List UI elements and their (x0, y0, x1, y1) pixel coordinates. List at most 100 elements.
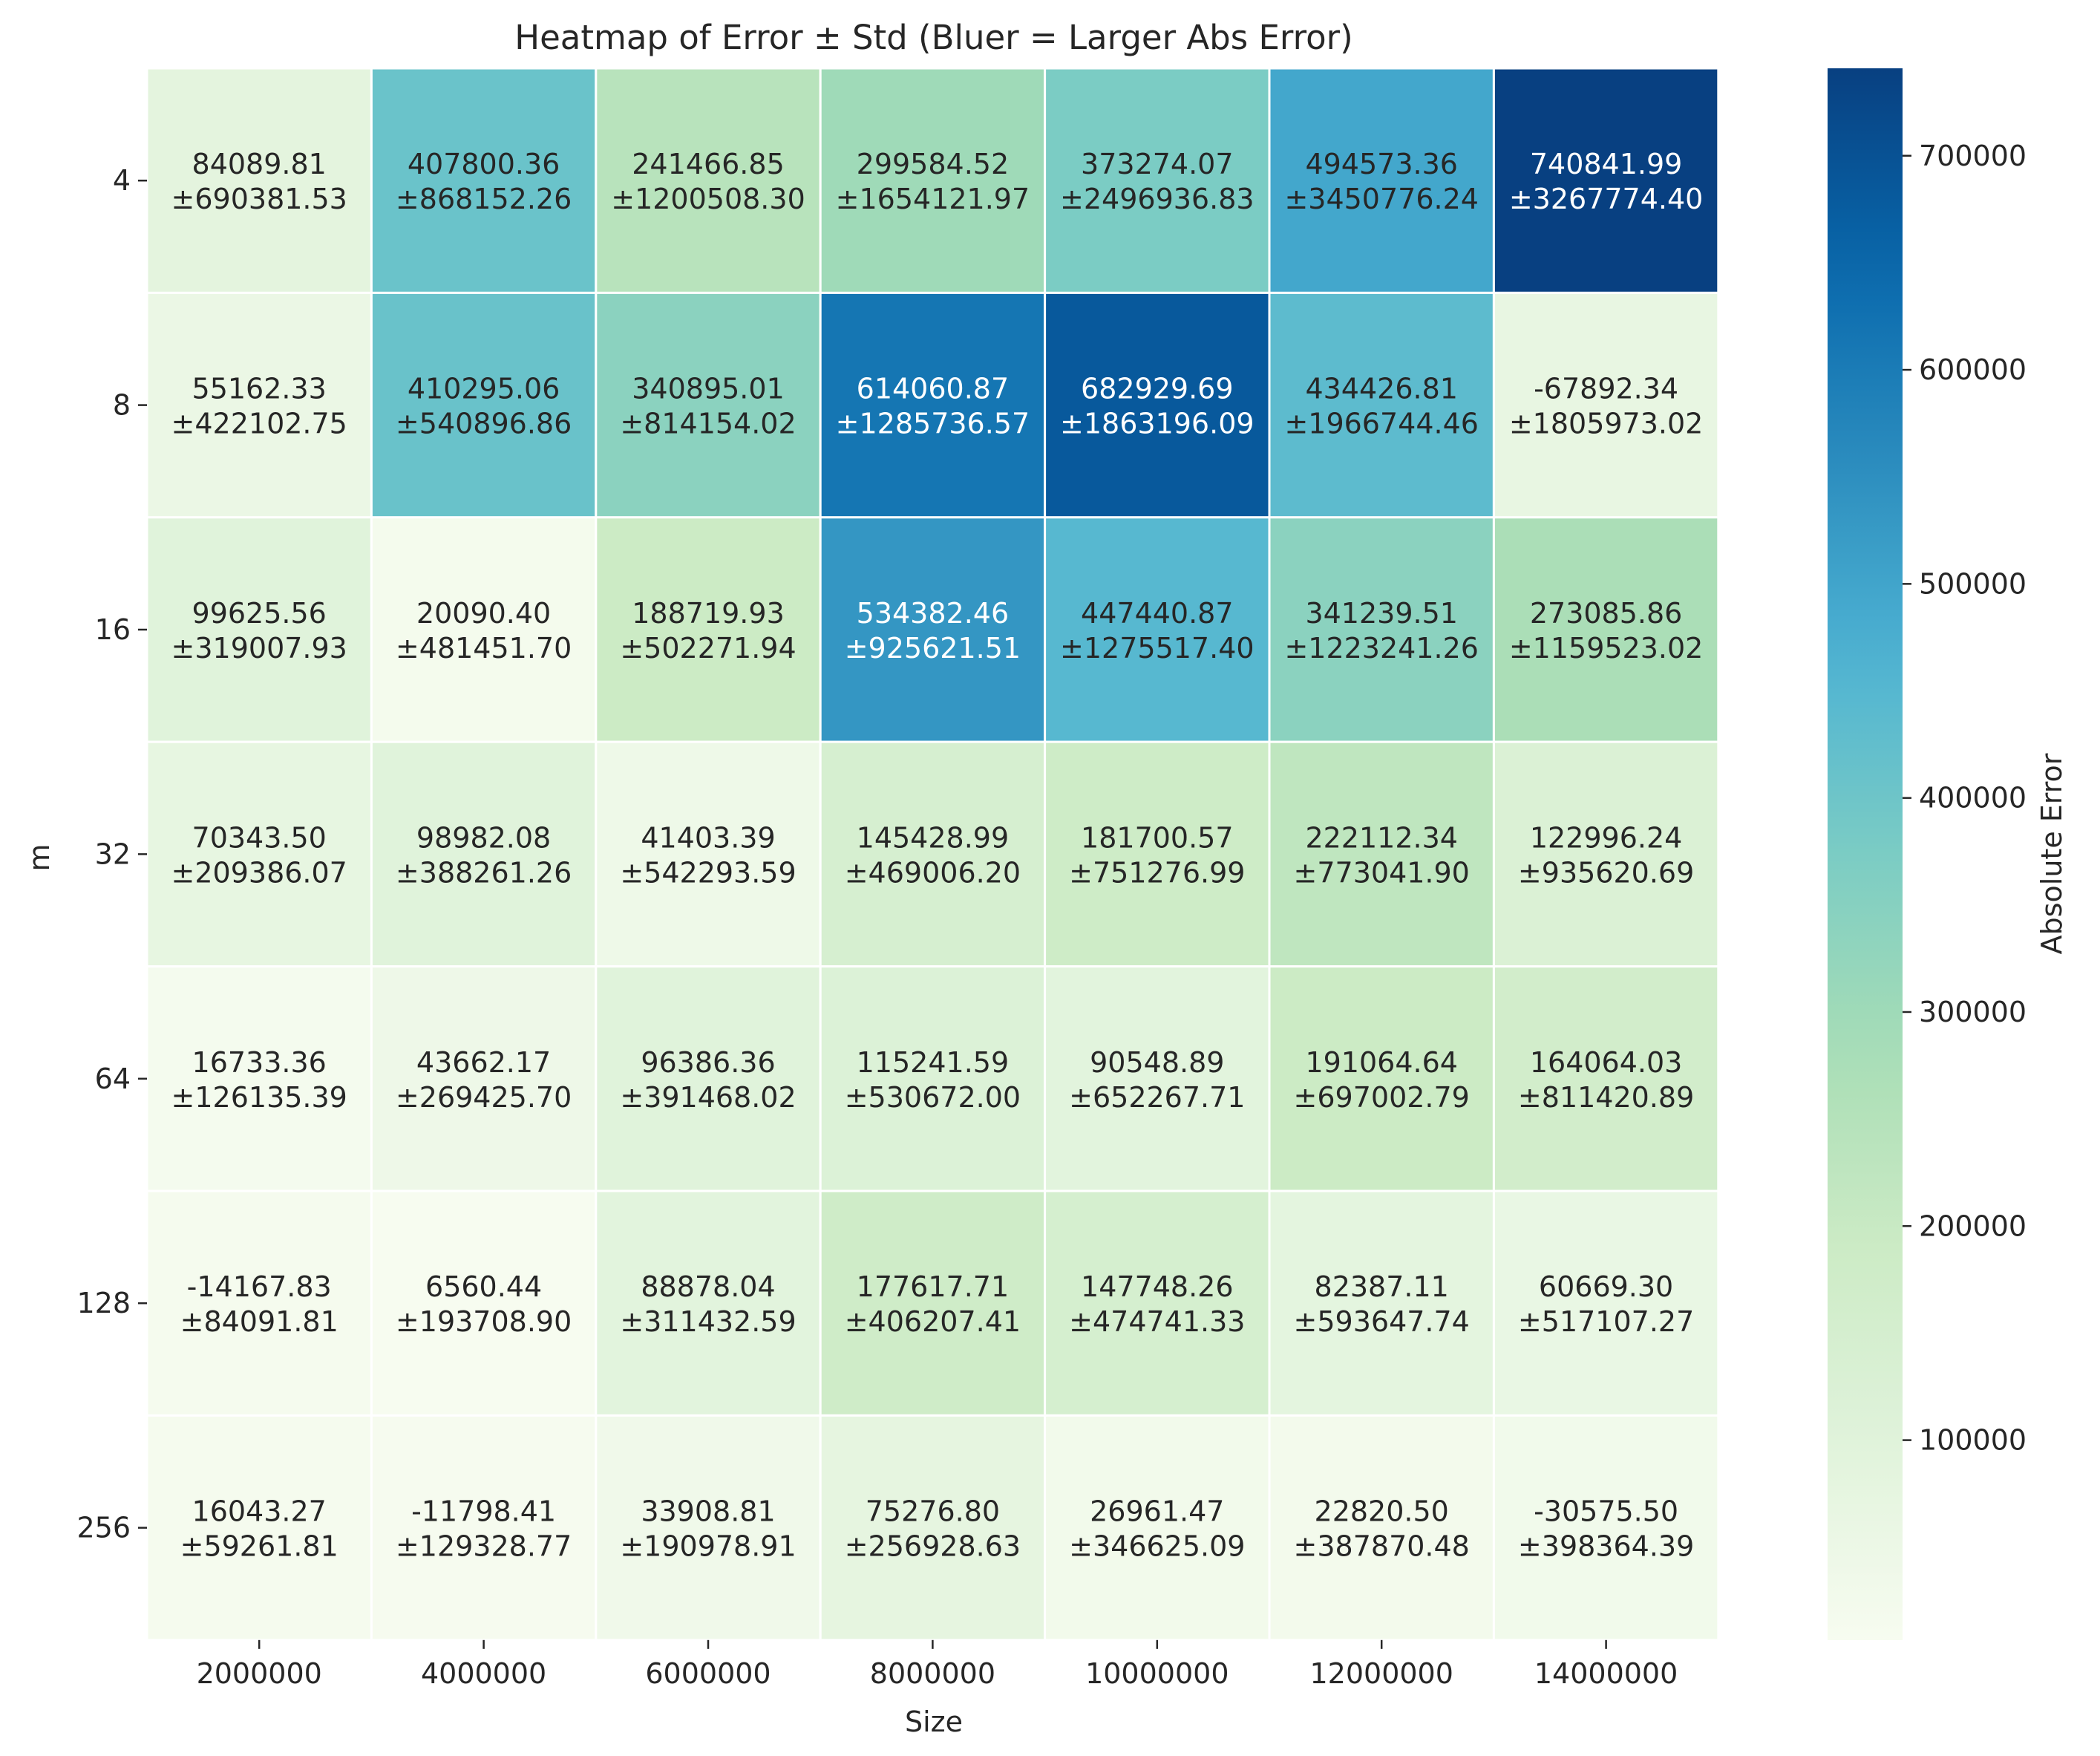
cell-value-label: 410295.06 (408, 373, 560, 405)
cell-value-label: 99625.56 (192, 597, 327, 630)
cell-value-label: 26961.47 (1090, 1495, 1224, 1528)
cell-value-label: 70343.50 (192, 821, 327, 854)
colorbar-tick-label: 100000 (1919, 1424, 2027, 1457)
cell-value-label: -67892.34 (1534, 373, 1678, 405)
x-tick-label: 10000000 (1085, 1657, 1229, 1690)
cell-std-label: ±652267.71 (1069, 1081, 1245, 1114)
cell-value-label: 16733.36 (192, 1046, 327, 1079)
y-tick-label: 16 (95, 613, 131, 646)
heatmap-cell (595, 291, 822, 519)
cell-std-label: ±126135.39 (171, 1081, 347, 1114)
heatmap-cell (1492, 965, 1720, 1192)
cell-value-label: 188719.93 (632, 597, 785, 630)
cell-std-label: ±406207.41 (845, 1305, 1021, 1338)
heatmap-cell (819, 67, 1047, 294)
cell-value-label: 75276.80 (866, 1495, 1000, 1528)
cell-std-label: ±814154.02 (620, 408, 796, 440)
cell-std-label: ±319007.93 (171, 632, 347, 665)
heatmap-cell (595, 1189, 822, 1417)
heatmap-cell (145, 67, 373, 294)
cell-std-label: ±388261.26 (396, 856, 572, 889)
cell-std-label: ±530672.00 (845, 1081, 1021, 1114)
cell-value-label: 740841.99 (1530, 148, 1683, 180)
colorbar-label: Absolute Error (2035, 753, 2068, 954)
cell-value-label: 96386.36 (641, 1046, 775, 1079)
cell-std-label: ±697002.79 (1294, 1081, 1470, 1114)
cell-value-label: 273085.86 (1530, 597, 1683, 630)
colorbar-tick-label: 400000 (1919, 782, 2027, 815)
cell-std-label: ±209386.07 (171, 856, 347, 889)
cell-value-label: -30575.50 (1534, 1495, 1678, 1528)
heatmap-cell (1268, 965, 1495, 1192)
cell-value-label: 494573.36 (1305, 148, 1458, 180)
cell-value-label: 682929.69 (1081, 373, 1234, 405)
heatmap-cell (819, 516, 1047, 743)
x-tick-label: 4000000 (421, 1657, 546, 1690)
y-tick-label: 32 (95, 838, 131, 870)
heatmap-cell (370, 1414, 598, 1642)
heatmap-cell (595, 67, 822, 294)
cell-std-label: ±346625.09 (1069, 1530, 1245, 1563)
cell-value-label: 20090.40 (416, 597, 551, 630)
y-tick-label: 8 (113, 389, 131, 422)
cell-std-label: ±481451.70 (396, 632, 572, 665)
colorbar-tick-label: 700000 (1919, 140, 2027, 172)
heatmap-cell (370, 740, 598, 968)
cell-value-label: 43662.17 (416, 1046, 551, 1079)
cell-value-label: 447440.87 (1081, 597, 1234, 630)
cell-std-label: ±84091.81 (180, 1305, 338, 1338)
cell-value-label: 16043.27 (192, 1495, 327, 1528)
heatmap-cell (1268, 740, 1495, 968)
cell-value-label: 84089.81 (192, 148, 327, 180)
cell-value-label: 181700.57 (1081, 821, 1234, 854)
cell-value-label: 614060.87 (857, 373, 1010, 405)
heatmap-cell (1268, 516, 1495, 743)
heatmap-cell (145, 965, 373, 1192)
colorbar-tick-label: 600000 (1919, 353, 2027, 386)
cell-std-label: ±925621.51 (845, 632, 1021, 665)
cell-std-label: ±868152.26 (396, 183, 572, 215)
cell-value-label: 341239.51 (1305, 597, 1458, 630)
heatmap-cell (370, 67, 598, 294)
heatmap-cell (1044, 291, 1271, 519)
cell-value-label: 241466.85 (632, 148, 785, 180)
cell-value-label: 98982.08 (416, 821, 551, 854)
cell-std-label: ±542293.59 (620, 856, 796, 889)
cell-std-label: ±540896.86 (396, 408, 572, 440)
cell-value-label: 147748.26 (1081, 1270, 1234, 1303)
cell-std-label: ±1159523.02 (1509, 632, 1704, 665)
cell-std-label: ±1285736.57 (836, 408, 1030, 440)
heatmap-cell (145, 516, 373, 743)
heatmap-cell (370, 965, 598, 1192)
heatmap-cell (1044, 67, 1271, 294)
cell-value-label: 90548.89 (1090, 1046, 1224, 1079)
cell-value-label: 534382.46 (857, 597, 1010, 630)
heatmap-cell (145, 740, 373, 968)
cell-std-label: ±1223241.26 (1284, 632, 1479, 665)
cell-value-label: 55162.33 (192, 373, 327, 405)
cell-std-label: ±129328.77 (396, 1530, 572, 1563)
x-tick-label: 8000000 (870, 1657, 995, 1690)
cell-value-label: 33908.81 (641, 1495, 775, 1528)
cell-std-label: ±1275517.40 (1060, 632, 1255, 665)
cell-value-label: 115241.59 (857, 1046, 1010, 1079)
heatmap-cell (819, 1414, 1047, 1642)
cell-value-label: 145428.99 (857, 821, 1010, 854)
heatmap-cell (819, 965, 1047, 1192)
cell-value-label: 22820.50 (1315, 1495, 1449, 1528)
heatmap-cell (1492, 740, 1720, 968)
cell-std-label: ±1654121.97 (836, 183, 1030, 215)
x-axis: 2000000 4000000 6000000 8000000 10000000 1200… (197, 1639, 1678, 1690)
cell-value-label: -11798.41 (411, 1495, 556, 1528)
cell-std-label: ±391468.02 (620, 1081, 796, 1114)
colorbar-tick-label: 200000 (1919, 1210, 2027, 1242)
heatmap-cell (1268, 291, 1495, 519)
cell-std-label: ±773041.90 (1294, 856, 1470, 889)
heatmap-cell (819, 740, 1047, 968)
cell-std-label: ±1805973.02 (1509, 408, 1704, 440)
cell-value-label: 41403.39 (641, 821, 775, 854)
heatmap-cell (595, 516, 822, 743)
heatmap-cell (1492, 1189, 1720, 1417)
cell-std-label: ±398364.39 (1518, 1530, 1694, 1563)
y-tick-label: 64 (95, 1063, 131, 1095)
